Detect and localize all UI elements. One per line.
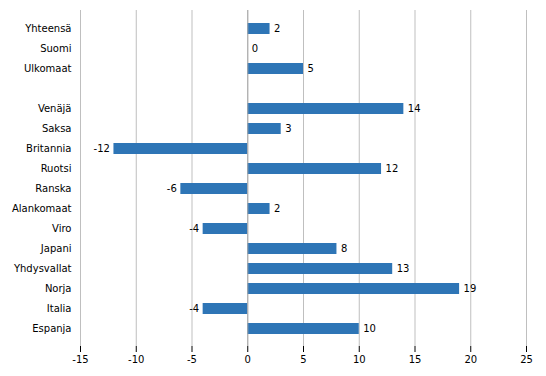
svg-text:5: 5: [300, 354, 306, 365]
svg-text:5: 5: [308, 63, 314, 74]
svg-text:2: 2: [274, 23, 280, 34]
svg-text:Yhteensä: Yhteensä: [24, 23, 71, 34]
svg-text:Saksa: Saksa: [42, 123, 72, 134]
svg-text:3: 3: [285, 123, 291, 134]
svg-text:10: 10: [353, 354, 366, 365]
svg-text:-5: -5: [187, 354, 197, 365]
svg-text:25: 25: [520, 354, 533, 365]
svg-text:2: 2: [274, 203, 280, 214]
svg-text:-10: -10: [128, 354, 144, 365]
svg-text:8: 8: [341, 243, 347, 254]
svg-text:-15: -15: [72, 354, 88, 365]
svg-text:0: 0: [252, 43, 258, 54]
svg-text:Yhdysvallat: Yhdysvallat: [13, 263, 72, 274]
svg-text:Espanja: Espanja: [32, 323, 71, 334]
svg-text:20: 20: [464, 354, 477, 365]
svg-text:12: 12: [386, 163, 399, 174]
svg-text:Ulkomaat: Ulkomaat: [24, 63, 72, 74]
svg-text:Ruotsi: Ruotsi: [41, 163, 72, 174]
svg-text:Italia: Italia: [47, 303, 72, 314]
svg-text:13: 13: [397, 263, 410, 274]
svg-text:Norja: Norja: [45, 283, 72, 294]
svg-text:Britannia: Britannia: [26, 143, 71, 154]
svg-text:-4: -4: [189, 223, 199, 234]
svg-text:Japani: Japani: [40, 243, 72, 254]
svg-text:-4: -4: [189, 303, 199, 314]
svg-text:Ranska: Ranska: [35, 183, 71, 194]
svg-text:-12: -12: [94, 143, 110, 154]
svg-text:15: 15: [409, 354, 422, 365]
svg-text:Alankomaat: Alankomaat: [12, 203, 72, 214]
svg-text:19: 19: [464, 283, 477, 294]
svg-text:Suomi: Suomi: [40, 43, 71, 54]
svg-text:0: 0: [245, 354, 251, 365]
svg-text:-6: -6: [167, 183, 177, 194]
svg-text:10: 10: [363, 323, 376, 334]
svg-text:Venäjä: Venäjä: [38, 103, 72, 114]
svg-text:14: 14: [408, 103, 421, 114]
svg-text:Viro: Viro: [52, 223, 71, 234]
